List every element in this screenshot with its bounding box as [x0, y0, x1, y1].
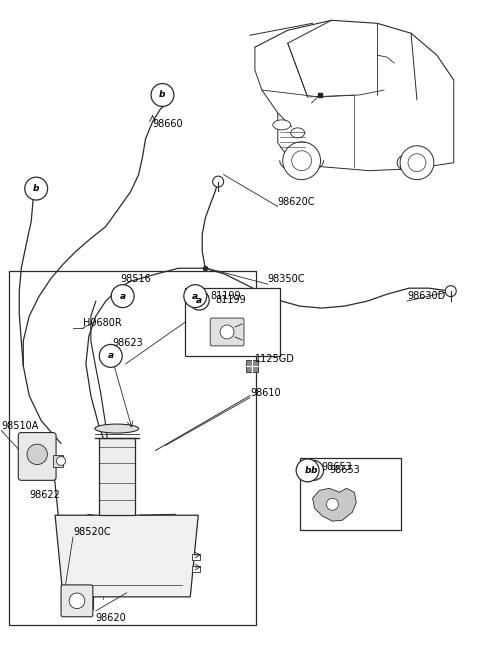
Text: H0680R: H0680R [83, 318, 121, 328]
Circle shape [283, 142, 321, 180]
Circle shape [213, 176, 224, 187]
Text: 98623: 98623 [113, 338, 144, 348]
Circle shape [151, 83, 174, 106]
Bar [300, 459, 401, 530]
Circle shape [408, 154, 426, 172]
Bar [9, 271, 256, 625]
FancyBboxPatch shape [210, 318, 244, 346]
Circle shape [445, 285, 456, 297]
Bar [99, 438, 134, 515]
Text: 98620C: 98620C [278, 197, 315, 207]
Text: 98520C: 98520C [73, 527, 110, 537]
Circle shape [27, 444, 48, 464]
Circle shape [111, 285, 134, 308]
Text: 98510A: 98510A [1, 420, 39, 430]
Text: b: b [304, 466, 311, 475]
Text: a: a [192, 292, 198, 300]
Text: 1125GD: 1125GD [255, 354, 295, 364]
Text: a: a [108, 352, 114, 360]
Circle shape [292, 151, 312, 171]
Circle shape [296, 459, 319, 482]
Text: 98622: 98622 [29, 490, 60, 501]
Text: b: b [159, 91, 166, 100]
Ellipse shape [273, 120, 291, 130]
Text: 98630D: 98630D [407, 291, 445, 301]
Text: b: b [33, 184, 39, 193]
Circle shape [189, 290, 209, 310]
Text: 98610: 98610 [250, 388, 281, 398]
Circle shape [184, 285, 207, 308]
Circle shape [400, 146, 434, 180]
Text: 98653: 98653 [329, 465, 360, 476]
Polygon shape [312, 488, 356, 521]
Text: 98653: 98653 [322, 462, 352, 472]
Text: 98660: 98660 [153, 119, 183, 129]
Text: 98350C: 98350C [268, 274, 305, 284]
Bar [53, 455, 63, 467]
FancyBboxPatch shape [18, 432, 56, 480]
Text: 81199: 81199 [210, 291, 241, 301]
Text: a: a [196, 296, 202, 304]
Ellipse shape [95, 424, 139, 433]
Ellipse shape [291, 128, 305, 138]
Circle shape [220, 325, 234, 339]
Text: 81199: 81199 [215, 295, 246, 305]
Circle shape [25, 177, 48, 200]
Polygon shape [55, 515, 198, 597]
FancyBboxPatch shape [192, 554, 200, 560]
FancyBboxPatch shape [192, 566, 200, 572]
Text: b: b [311, 466, 317, 475]
Circle shape [57, 457, 65, 465]
Text: 98620: 98620 [96, 613, 127, 623]
Circle shape [326, 499, 338, 510]
Bar [185, 288, 280, 356]
Text: 98516: 98516 [120, 274, 152, 284]
Circle shape [304, 461, 324, 480]
FancyBboxPatch shape [61, 585, 93, 617]
Circle shape [69, 593, 85, 609]
Circle shape [99, 344, 122, 367]
FancyBboxPatch shape [246, 360, 258, 372]
Text: a: a [120, 292, 126, 300]
